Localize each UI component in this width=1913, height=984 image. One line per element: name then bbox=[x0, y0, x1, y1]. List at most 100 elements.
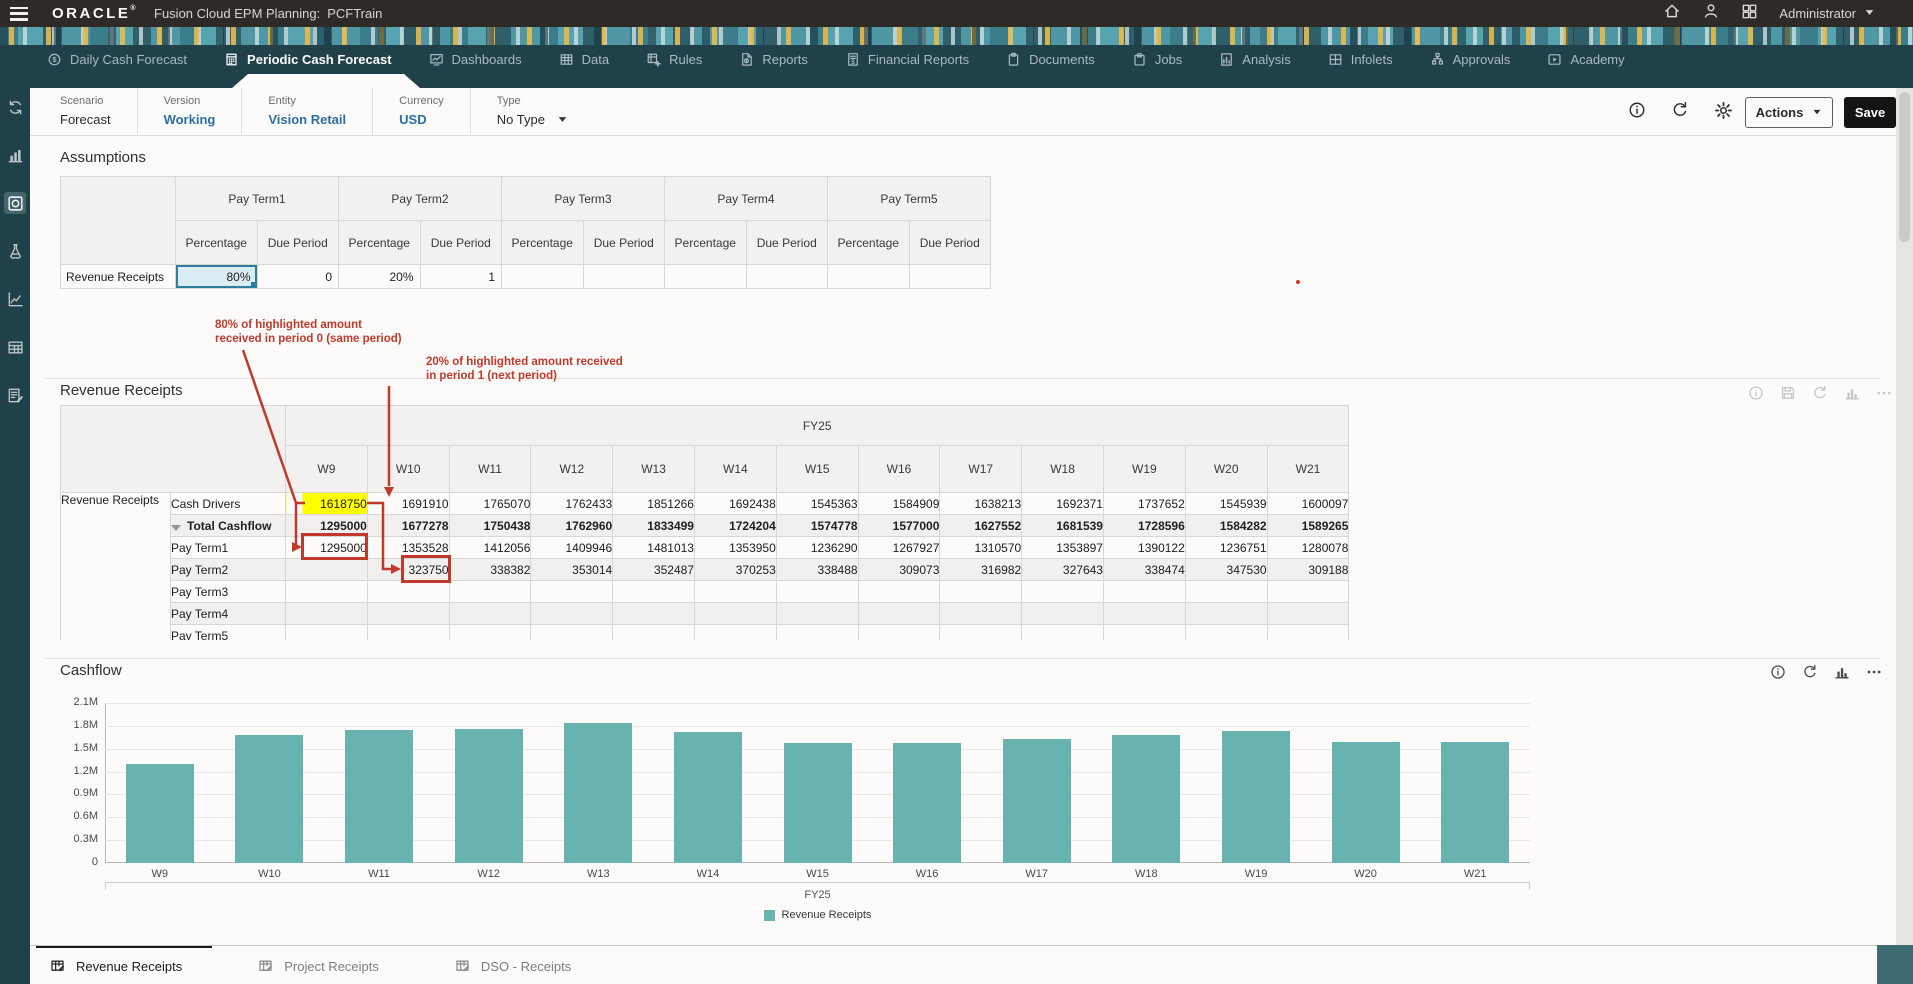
tab-data[interactable]: Data bbox=[559, 52, 609, 67]
grid-cell-pay-term3-w17[interactable] bbox=[939, 580, 1023, 603]
grid-cell-pay-term4-w21[interactable] bbox=[1266, 602, 1350, 625]
grid-cell-total-cashflow-w13[interactable]: 1833499 bbox=[612, 514, 695, 537]
row-label-pay-term4[interactable]: Pay Term4 bbox=[170, 602, 286, 625]
grid-cell-pay-term4-w18[interactable] bbox=[1021, 602, 1104, 625]
grid-cell-pay-term4-w19[interactable] bbox=[1102, 602, 1186, 625]
grid-cell-pay-term4-w14[interactable] bbox=[693, 602, 777, 625]
grid-cell-pay-term2-w18[interactable]: 327643 bbox=[1021, 558, 1104, 581]
grid-cell-cash-drivers-w11[interactable]: 1765070 bbox=[448, 492, 532, 515]
grid-cell-pay-term1-w14[interactable]: 1353950 bbox=[693, 536, 777, 559]
grid-cell-pay-term1-w13[interactable]: 1481013 bbox=[612, 536, 695, 559]
grid-cell-pay-term3-w16[interactable] bbox=[857, 580, 941, 603]
tab-periodic-cash-forecast[interactable]: Periodic Cash Forecast bbox=[224, 52, 392, 67]
info-icon[interactable] bbox=[1748, 385, 1764, 401]
bar-w19[interactable] bbox=[1222, 731, 1290, 863]
tab-analysis[interactable]: Analysis bbox=[1219, 52, 1291, 67]
assumptions-cell[interactable]: 0 bbox=[256, 264, 339, 289]
grid-cell-pay-term4-w13[interactable] bbox=[612, 602, 695, 625]
save-icon[interactable] bbox=[1780, 385, 1796, 401]
grid-cell-pay-term1-w10[interactable]: 1353528 bbox=[366, 536, 450, 559]
pov-value-type[interactable]: No Type bbox=[497, 112, 568, 127]
grid-cell-pay-term1-w16[interactable]: 1267927 bbox=[857, 536, 941, 559]
bar-w20[interactable] bbox=[1331, 742, 1400, 863]
grid-cell-pay-term2-w19[interactable]: 338474 bbox=[1102, 558, 1186, 581]
tab-rules[interactable]: Rules bbox=[646, 52, 702, 67]
grid-cell-pay-term2-w16[interactable]: 309073 bbox=[857, 558, 941, 581]
assumptions-cell[interactable] bbox=[745, 264, 828, 289]
grid-cell-pay-term3-w19[interactable] bbox=[1102, 580, 1186, 603]
sidebar-item-dashboard-tile[interactable] bbox=[4, 192, 26, 214]
tab-documents[interactable]: Documents bbox=[1006, 52, 1095, 67]
assumptions-cell[interactable]: 20% bbox=[338, 264, 421, 289]
grid-cell-total-cashflow-w19[interactable]: 1728596 bbox=[1102, 514, 1186, 537]
sidebar-item-lab-flask[interactable] bbox=[4, 240, 26, 262]
tab-infolets[interactable]: Infolets bbox=[1328, 52, 1393, 67]
bottom-tab-revenue-receipts[interactable]: Revenue Receipts bbox=[36, 946, 213, 984]
sidebar-item-exchange[interactable] bbox=[4, 96, 26, 118]
grid-cell-pay-term2-w14[interactable]: 370253 bbox=[693, 558, 777, 581]
grid-cell-pay-term3-w15[interactable] bbox=[775, 580, 859, 603]
grid-cell-pay-term2-w17[interactable]: 316982 bbox=[939, 558, 1023, 581]
bar-w12[interactable] bbox=[454, 728, 523, 863]
grid-cell-pay-term3-w13[interactable] bbox=[612, 580, 695, 603]
save-button[interactable]: Save bbox=[1844, 97, 1896, 128]
tab-jobs[interactable]: Jobs bbox=[1132, 52, 1182, 67]
hamburger-menu-icon[interactable] bbox=[10, 6, 28, 21]
grid-cell-pay-term5-w20[interactable] bbox=[1184, 624, 1268, 640]
grid-cell-pay-term1-w18[interactable]: 1353897 bbox=[1021, 536, 1104, 559]
grid-cell-pay-term5-w11[interactable] bbox=[448, 624, 532, 640]
pov-value-version[interactable]: Working bbox=[163, 112, 216, 127]
grid-cell-pay-term5-w12[interactable] bbox=[530, 624, 614, 640]
tab-reports[interactable]: Reports bbox=[739, 52, 808, 67]
grid-cell-pay-term3-w18[interactable] bbox=[1021, 580, 1104, 603]
grid-cell-cash-drivers-w15[interactable]: 1545363 bbox=[775, 492, 859, 515]
refresh-icon[interactable] bbox=[1671, 101, 1689, 120]
grid-cell-pay-term4-w11[interactable] bbox=[448, 602, 532, 625]
grid-cell-pay-term2-w13[interactable]: 352487 bbox=[612, 558, 695, 581]
chart-icon[interactable] bbox=[1834, 664, 1850, 680]
grid-cell-pay-term1-w17[interactable]: 1310570 bbox=[939, 536, 1023, 559]
chart-icon[interactable] bbox=[1844, 385, 1860, 401]
grid-cell-pay-term4-w12[interactable] bbox=[530, 602, 614, 625]
grid-cell-pay-term1-w20[interactable]: 1236751 bbox=[1184, 536, 1268, 559]
tab-dashboards[interactable]: Dashboards bbox=[429, 52, 522, 67]
bar-w18[interactable] bbox=[1112, 734, 1181, 863]
assumptions-cell[interactable] bbox=[827, 264, 910, 289]
assumptions-cell[interactable]: 1 bbox=[419, 264, 502, 289]
grid-cell-pay-term5-w18[interactable] bbox=[1021, 624, 1104, 640]
grid-cell-pay-term5-w13[interactable] bbox=[612, 624, 695, 640]
grid-cell-pay-term4-w16[interactable] bbox=[857, 602, 941, 625]
tab-approvals[interactable]: Approvals bbox=[1430, 52, 1510, 67]
grid-cell-cash-drivers-w18[interactable]: 1692371 bbox=[1021, 492, 1104, 515]
grid-cell-total-cashflow-w10[interactable]: 1677278 bbox=[366, 514, 450, 537]
grid-cell-pay-term3-w12[interactable] bbox=[530, 580, 614, 603]
grid-cell-cash-drivers-w17[interactable]: 1638213 bbox=[939, 492, 1023, 515]
grid-cell-pay-term5-w19[interactable] bbox=[1102, 624, 1186, 640]
home-icon[interactable] bbox=[1663, 2, 1681, 25]
bar-w9[interactable] bbox=[125, 764, 194, 863]
grid-cell-pay-term3-w10[interactable] bbox=[366, 580, 450, 603]
grid-cell-total-cashflow-w21[interactable]: 1589265 bbox=[1266, 514, 1350, 537]
tab-academy[interactable]: Academy bbox=[1547, 52, 1625, 67]
more-icon[interactable] bbox=[1866, 664, 1882, 680]
grid-cell-pay-term2-w12[interactable]: 353014 bbox=[530, 558, 614, 581]
actions-button[interactable]: Actions bbox=[1745, 97, 1833, 128]
grid-cell-pay-term4-w9[interactable] bbox=[285, 602, 368, 625]
info-icon[interactable] bbox=[1628, 101, 1646, 120]
grid-cell-pay-term2-w10[interactable]: 323750 bbox=[366, 558, 450, 581]
info-icon[interactable] bbox=[1770, 664, 1786, 680]
bar-w21[interactable] bbox=[1441, 741, 1510, 863]
grid-cell-pay-term2-w11[interactable]: 338382 bbox=[448, 558, 532, 581]
more-icon[interactable] bbox=[1876, 385, 1892, 401]
sidebar-item-trend-chart[interactable] bbox=[4, 288, 26, 310]
grid-cell-pay-term4-w15[interactable] bbox=[775, 602, 859, 625]
grid-cell-pay-term5-w16[interactable] bbox=[857, 624, 941, 640]
bar-w17[interactable] bbox=[1002, 739, 1071, 863]
grid-cell-pay-term5-w9[interactable] bbox=[285, 624, 368, 640]
collapse-icon[interactable] bbox=[171, 524, 181, 531]
grid-cell-cash-drivers-w21[interactable]: 1600097 bbox=[1266, 492, 1350, 515]
bar-w10[interactable] bbox=[235, 735, 304, 863]
assumptions-cell[interactable] bbox=[908, 264, 991, 289]
grid-cell-pay-term2-w9[interactable] bbox=[285, 558, 368, 581]
row-label-pay-term2[interactable]: Pay Term2 bbox=[170, 558, 286, 581]
